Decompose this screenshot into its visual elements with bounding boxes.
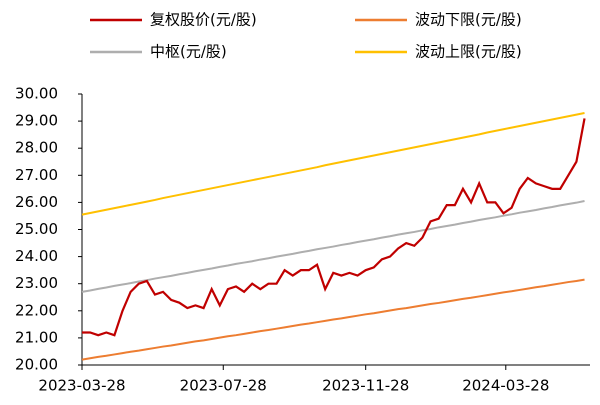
series-line <box>81 278 585 361</box>
x-tick-label: 2023-03-28 <box>38 377 125 395</box>
series-line <box>81 111 585 216</box>
x-tick-label: 2023-11-28 <box>322 377 409 395</box>
legend-label: 复权股价(元/股) <box>150 11 257 29</box>
y-tick-label: 24.00 <box>15 247 58 265</box>
y-tick-label: 21.00 <box>15 328 58 346</box>
legend-label: 波动下限(元/股) <box>415 11 522 29</box>
y-tick-label: 22.00 <box>15 301 58 319</box>
y-tick-label: 30.00 <box>15 85 58 103</box>
y-tick-label: 28.00 <box>15 139 58 157</box>
y-tick-label: 23.00 <box>15 274 58 292</box>
series-line <box>82 118 586 337</box>
y-tick-label: 20.00 <box>15 356 58 374</box>
x-tick-label: 2024-03-28 <box>462 377 549 395</box>
series-line <box>81 200 585 293</box>
y-tick-label: 25.00 <box>15 220 58 238</box>
y-tick-label: 29.00 <box>15 112 58 130</box>
x-tick-label: 2023-07-28 <box>180 377 267 395</box>
legend-label: 波动上限(元/股) <box>415 43 522 61</box>
legend-label: 中枢(元/股) <box>150 43 227 61</box>
y-tick-label: 26.00 <box>15 193 58 211</box>
y-tick-label: 27.00 <box>15 166 58 184</box>
